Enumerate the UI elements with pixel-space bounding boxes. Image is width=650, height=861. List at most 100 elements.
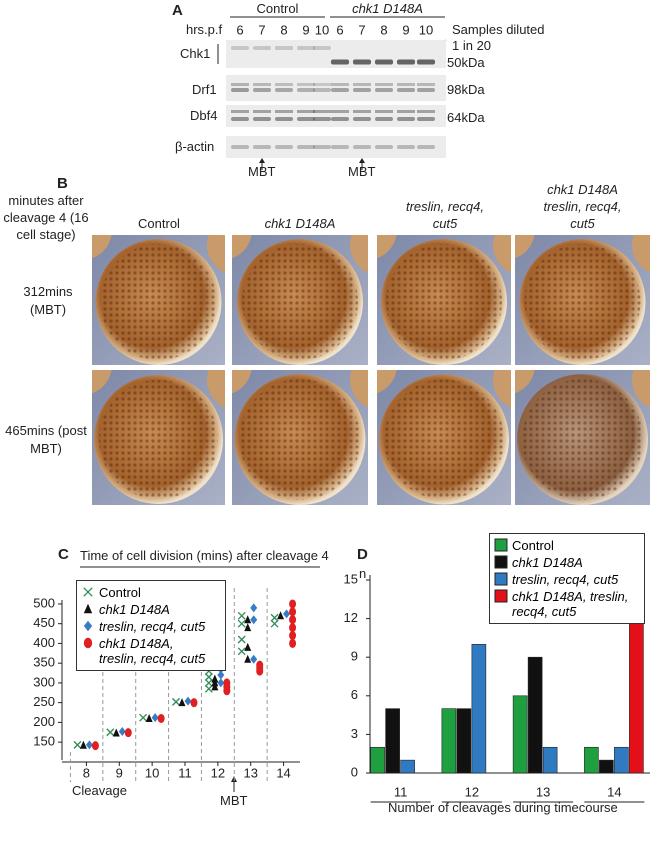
lane-label: 8 bbox=[380, 22, 387, 37]
bar bbox=[542, 746, 558, 774]
marker bbox=[244, 642, 252, 651]
bar bbox=[512, 695, 528, 774]
marker bbox=[223, 678, 231, 688]
row-label: β-actin bbox=[175, 139, 215, 154]
neighbor bbox=[207, 235, 225, 273]
band bbox=[417, 59, 435, 65]
band bbox=[397, 83, 415, 86]
band bbox=[397, 59, 415, 65]
legend-label: chk1 D148A, treslin, recq4, cut5 bbox=[512, 589, 629, 619]
swatch bbox=[494, 589, 508, 603]
legend-entry: Control bbox=[81, 585, 221, 600]
marker bbox=[91, 741, 99, 751]
band bbox=[417, 145, 435, 149]
marker bbox=[237, 611, 246, 620]
embryo-image bbox=[377, 370, 511, 505]
blot bbox=[226, 136, 446, 158]
band bbox=[353, 110, 371, 113]
neighbor bbox=[493, 235, 511, 273]
band bbox=[313, 46, 331, 50]
legend-label: chk1 D148A, treslin, recq4, cut5 bbox=[99, 636, 206, 666]
embryo-image bbox=[232, 370, 368, 505]
marker bbox=[237, 635, 246, 644]
band bbox=[397, 145, 415, 149]
bar bbox=[400, 759, 415, 774]
row-label: Dbf4 bbox=[190, 108, 218, 123]
bar bbox=[385, 708, 400, 774]
marker bbox=[83, 603, 93, 614]
bar bbox=[584, 746, 599, 774]
y-tick-label: 12 bbox=[344, 610, 358, 625]
marker bbox=[244, 654, 252, 663]
image-content bbox=[377, 370, 511, 505]
legend-entry: chk1 D148A, treslin, recq4, cut5 bbox=[81, 636, 221, 666]
marker bbox=[124, 728, 132, 738]
neighbor bbox=[377, 235, 397, 259]
neighbor bbox=[377, 370, 397, 394]
neighbor bbox=[515, 235, 535, 259]
band bbox=[417, 88, 435, 92]
marker bbox=[256, 660, 264, 670]
image-content bbox=[232, 370, 368, 505]
embryo-image bbox=[515, 235, 650, 365]
y-tick-label: 350 bbox=[33, 655, 55, 670]
lane-label: 9 bbox=[302, 22, 309, 37]
embryo-image bbox=[515, 370, 650, 505]
marker bbox=[178, 698, 186, 707]
marker bbox=[283, 609, 291, 619]
row-label: 465mins (post MBT) bbox=[5, 423, 87, 456]
bar bbox=[599, 759, 614, 774]
band bbox=[375, 88, 393, 92]
x-tick-label: 12 bbox=[211, 765, 225, 780]
band bbox=[231, 110, 249, 113]
legend-label: chk1 D148A bbox=[512, 555, 583, 570]
legend: Control chk1 D148A treslin, recq4, cut5 chk… bbox=[76, 580, 226, 671]
panel-label: D bbox=[357, 546, 368, 563]
bar bbox=[614, 746, 629, 774]
band bbox=[397, 110, 415, 113]
size-marker: 64kDa bbox=[447, 110, 485, 125]
neighbor bbox=[92, 235, 112, 259]
x-tick-label: 14 bbox=[607, 784, 621, 799]
y-tick-label: 300 bbox=[33, 674, 55, 689]
lane-label: 8 bbox=[280, 22, 287, 37]
lane-label: 10 bbox=[315, 22, 329, 37]
embryo-image bbox=[92, 235, 225, 365]
marker bbox=[204, 673, 213, 681]
legend: Control chk1 D148A treslin, recq4, cut5 chk… bbox=[489, 533, 645, 624]
chart-title: Time of cell division (mins) after cleav… bbox=[80, 548, 329, 563]
band bbox=[253, 117, 271, 121]
legend-swatch bbox=[83, 637, 93, 649]
bar bbox=[471, 644, 487, 774]
band bbox=[331, 83, 349, 86]
lane-label: 6 bbox=[236, 22, 243, 37]
x-axis-label: Cleavage bbox=[72, 783, 127, 798]
band bbox=[275, 88, 293, 92]
cells bbox=[99, 380, 218, 499]
band bbox=[397, 88, 415, 92]
y-tick-label: 250 bbox=[33, 694, 55, 709]
y-tick-label: 400 bbox=[33, 635, 55, 650]
band bbox=[275, 117, 293, 121]
marker bbox=[277, 611, 285, 620]
band bbox=[313, 110, 331, 113]
marker bbox=[112, 728, 120, 737]
marker bbox=[73, 740, 82, 749]
x-tick-label: 14 bbox=[276, 765, 290, 780]
marker bbox=[217, 678, 225, 688]
lane-label: 10 bbox=[419, 22, 433, 37]
y-tick-label: 9 bbox=[351, 649, 358, 664]
legend-label: Control bbox=[99, 585, 141, 600]
marker bbox=[270, 619, 279, 628]
swatch bbox=[494, 555, 508, 569]
y-tick-label: 500 bbox=[33, 595, 55, 610]
x-axis-label: Number of cleavages during timecourse bbox=[388, 800, 618, 815]
marker bbox=[289, 607, 297, 617]
band bbox=[231, 46, 249, 50]
y-axis-label: n bbox=[359, 566, 367, 581]
marker bbox=[244, 623, 252, 632]
neighbor bbox=[493, 370, 511, 408]
marker bbox=[172, 697, 180, 706]
annotation: MBT bbox=[220, 793, 248, 808]
